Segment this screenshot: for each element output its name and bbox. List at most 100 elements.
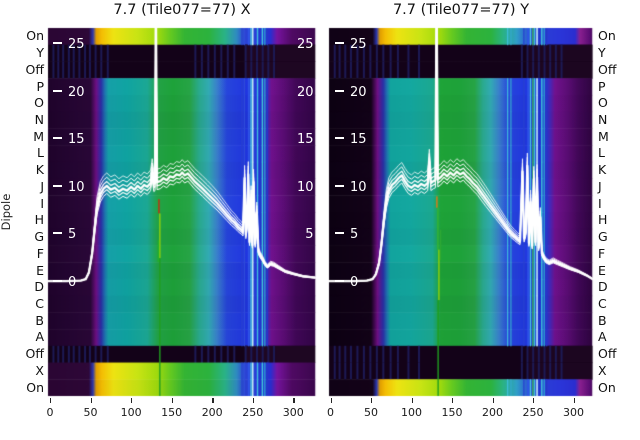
inner-tick-left-panel-left-0: 0 [53, 276, 76, 289]
panel-title-y: 7.7 (Tile077=77) Y [392, 2, 530, 18]
row-label-right-off-19: Off [598, 346, 617, 362]
row-label-left-a-18: A [35, 329, 44, 345]
x-tick-label-1-150: 150 [441, 406, 463, 419]
row-label-left-j-9: J [40, 178, 44, 194]
x-tick-mark-0-50 [90, 398, 92, 403]
x-tick-label-0-250: 250 [242, 406, 264, 419]
row-label-right-on-0: On [598, 28, 616, 44]
row-label-left-b-17: B [35, 312, 44, 328]
inner-tick-right-panel-left-20: 20 [335, 86, 367, 99]
inner-tick-left-panel-left-25: 25 [53, 38, 85, 51]
row-label-left-l-7: L [37, 145, 44, 161]
inner-tick-right-panel-left-25: 25 [335, 38, 367, 51]
panel-title-x: 7.7 (Tile077=77) X [113, 2, 251, 18]
tick-dash [335, 137, 344, 140]
row-label-left-off-19: Off [25, 346, 44, 362]
row-label-left-p-3: P [36, 78, 44, 94]
tick-dash [335, 232, 344, 235]
row-label-left-g-12: G [34, 229, 44, 245]
inner-tick-left-panel-right-5: 5 [305, 227, 314, 243]
row-label-right-b-17: B [598, 312, 607, 328]
row-label-right-on-21: On [598, 379, 616, 395]
tick-dash [53, 42, 62, 44]
inner-tick-right-panel-left-0: 0 [335, 276, 358, 289]
x-tick-mark-1-150 [452, 398, 454, 403]
tick-dash [53, 232, 62, 235]
x-tick-label-1-50: 50 [364, 406, 378, 419]
row-label-left-o-4: O [34, 95, 44, 111]
inner-tick-left-panel-left-5: 5 [53, 228, 76, 241]
x-tick-label-0-300: 300 [282, 406, 304, 419]
row-label-left-k-8: K [35, 162, 44, 178]
row-label-left-m-6: M [33, 128, 44, 144]
row-label-right-x-20: X [598, 362, 607, 378]
x-tick-label-0-200: 200 [201, 406, 223, 419]
inner-tick-left-panel-left-20: 20 [53, 86, 85, 99]
row-label-left-d-15: D [34, 279, 44, 295]
inner-tick-left-panel-right-15: 15 [296, 132, 314, 148]
x-tick-mark-0-0 [50, 398, 52, 403]
inner-tick-left-panel-right-20: 20 [296, 84, 314, 100]
x-tick-label-1-200: 200 [482, 406, 503, 419]
x-tick-mark-1-250 [533, 398, 535, 403]
row-label-left-off-2: Off [25, 61, 44, 77]
x-tick-mark-0-300 [293, 398, 295, 403]
x-tick-mark-1-100 [411, 398, 413, 403]
tick-dash [53, 280, 62, 282]
row-label-left-y-1: Y [36, 45, 44, 61]
row-label-right-e-14: E [598, 262, 606, 278]
row-label-right-o-4: O [598, 95, 608, 111]
inner-tick-left-panel-left-15: 15 [53, 133, 85, 146]
row-label-left-c-16: C [35, 296, 44, 311]
tick-dash [335, 280, 344, 282]
row-label-right-f-13: F [598, 245, 606, 261]
x-tick-label-1-0: 0 [327, 406, 334, 419]
row-label-right-y-1: Y [598, 45, 606, 61]
row-label-right-l-7: L [598, 145, 605, 161]
x-tick-mark-1-300 [573, 398, 575, 403]
row-label-left-n-5: N [34, 112, 44, 127]
row-label-right-a-18: A [598, 329, 607, 345]
tick-dash [335, 184, 344, 187]
row-label-left-e-14: E [36, 262, 44, 278]
row-label-right-k-8: K [598, 162, 607, 178]
row-label-left-f-13: F [36, 245, 44, 261]
x-tick-label-0-150: 150 [161, 406, 183, 419]
row-label-right-i-10: I [598, 195, 602, 211]
row-label-left-h-11: H [34, 212, 44, 228]
tick-dash [53, 137, 62, 140]
row-label-right-c-16: C [598, 296, 607, 311]
row-label-left-on-21: On [26, 379, 44, 395]
row-label-right-h-11: H [598, 212, 608, 228]
inner-tick-right-panel-left-10: 10 [335, 181, 367, 194]
row-label-right-j-9: J [598, 178, 602, 194]
x-tick-mark-1-0 [330, 398, 332, 403]
inner-tick-left-panel-right-10: 10 [296, 179, 314, 195]
x-tick-mark-0-100 [131, 398, 133, 403]
row-label-right-p-3: P [598, 78, 606, 94]
inner-tick-left-panel-right-25: 25 [296, 37, 314, 52]
x-tick-label-1-100: 100 [401, 406, 422, 419]
inner-tick-right-panel-left-15: 15 [335, 133, 367, 146]
x-tick-mark-0-250 [252, 398, 255, 403]
row-label-right-n-5: N [598, 112, 608, 127]
row-label-right-g-12: G [598, 229, 608, 245]
inner-tick-left-panel-left-10: 10 [53, 181, 85, 194]
x-tick-label-0-0: 0 [46, 406, 54, 419]
tick-dash [335, 42, 344, 44]
inner-tick-right-panel-left-5: 5 [335, 228, 358, 241]
row-label-right-d-15: D [598, 279, 608, 295]
row-label-right-off-2: Off [598, 61, 617, 77]
x-tick-label-1-250: 250 [522, 406, 544, 419]
x-tick-mark-1-200 [492, 398, 494, 403]
tick-dash [53, 184, 62, 187]
x-tick-label-0-100: 100 [120, 406, 142, 419]
row-label-left-x-20: X [35, 362, 44, 378]
x-tick-mark-0-200 [212, 398, 214, 403]
x-tick-mark-0-150 [171, 398, 174, 403]
row-label-right-m-6: M [598, 128, 609, 144]
x-tick-label-0-50: 50 [83, 406, 98, 419]
x-tick-mark-1-50 [371, 398, 373, 403]
x-tick-label-1-300: 300 [563, 406, 584, 419]
